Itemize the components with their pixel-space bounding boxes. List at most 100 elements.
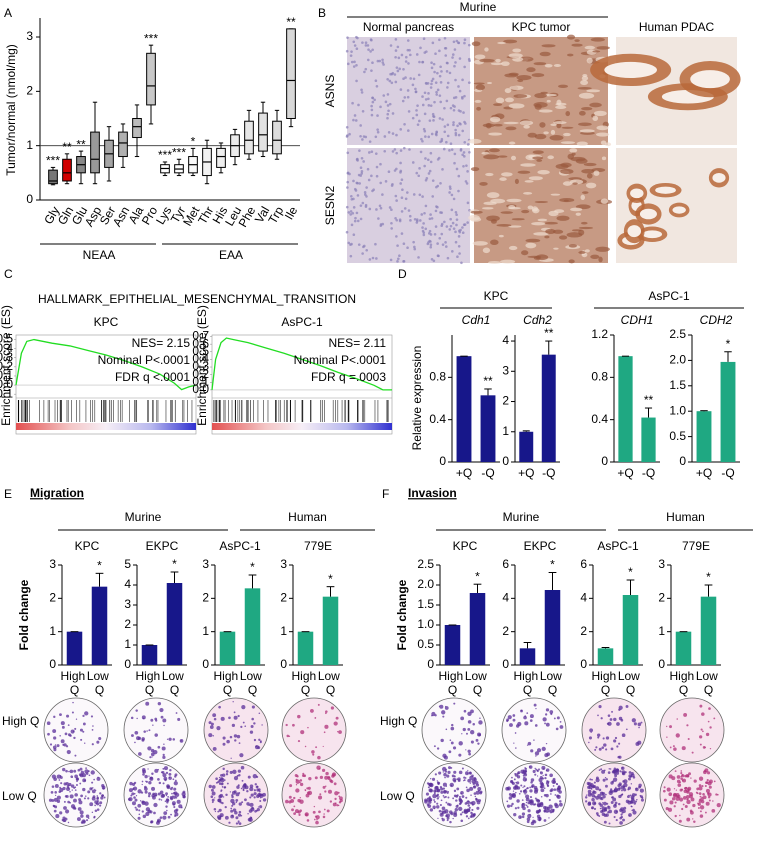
cell	[622, 785, 626, 789]
nucleus	[356, 36, 359, 40]
cell	[465, 796, 468, 799]
cell	[56, 795, 61, 800]
cell	[244, 725, 247, 727]
cell	[682, 778, 687, 783]
stroma	[560, 168, 574, 175]
cell	[172, 795, 177, 799]
cell	[674, 801, 677, 804]
cell	[56, 774, 61, 779]
stroma	[488, 148, 500, 153]
cell	[424, 799, 428, 804]
cell	[141, 783, 143, 786]
cell	[152, 724, 154, 726]
cell	[103, 796, 106, 799]
cell	[231, 790, 236, 795]
cell	[546, 752, 551, 757]
nucleus	[381, 58, 384, 62]
cell	[526, 787, 529, 790]
nucleus	[386, 104, 390, 107]
significance: *	[628, 565, 633, 579]
cell	[67, 724, 70, 726]
es-curve	[211, 337, 392, 391]
cell	[429, 788, 433, 793]
cell	[242, 788, 245, 791]
cell	[235, 799, 239, 802]
cell	[75, 718, 78, 720]
cell	[699, 814, 704, 818]
cell	[295, 788, 300, 793]
cell	[322, 815, 326, 819]
stroma	[490, 62, 503, 66]
cell	[603, 813, 607, 818]
cell	[550, 793, 552, 795]
cell	[220, 778, 225, 783]
cell	[530, 749, 534, 753]
nucleus	[415, 109, 418, 112]
nucleus	[461, 97, 464, 100]
cell	[219, 793, 224, 798]
nucleus	[407, 209, 411, 212]
stroma	[495, 97, 505, 104]
cell	[631, 809, 633, 812]
nucleus	[409, 77, 412, 80]
cell	[441, 806, 446, 811]
cell	[605, 778, 608, 781]
cell	[545, 722, 550, 727]
stroma	[590, 254, 600, 260]
significance: *	[328, 572, 333, 586]
nucleus	[345, 230, 349, 234]
x-tick-label: High Q	[669, 669, 697, 697]
stroma	[572, 182, 578, 185]
nucleus	[351, 211, 355, 215]
nucleus	[423, 129, 427, 133]
nucleus	[462, 151, 466, 154]
cell	[325, 785, 327, 788]
nucleus	[371, 256, 375, 260]
nucleus	[449, 224, 453, 228]
y-tick-label: 0.6	[192, 336, 209, 350]
x-tick-label: High Q	[60, 669, 88, 697]
nucleus	[365, 248, 369, 252]
cell	[524, 715, 526, 717]
cell	[631, 718, 636, 723]
y-tick-label: 2.5	[417, 557, 434, 571]
nucleus	[434, 209, 438, 213]
cell	[443, 755, 448, 760]
cell	[526, 712, 529, 715]
cell	[241, 779, 244, 782]
cell	[549, 789, 553, 793]
cell	[605, 793, 607, 796]
nucleus	[465, 164, 468, 167]
cell	[211, 801, 214, 804]
cell	[437, 817, 439, 820]
significance: *	[550, 558, 555, 572]
cell	[622, 809, 626, 814]
cell	[452, 797, 455, 800]
nucleus	[398, 254, 401, 258]
stroma	[535, 254, 549, 261]
well	[421, 697, 487, 763]
gene-label: Cdh1	[462, 313, 491, 327]
cell	[630, 783, 633, 785]
stroma	[600, 198, 609, 204]
cell	[527, 809, 531, 813]
nucleus	[454, 230, 457, 234]
stroma	[584, 45, 596, 50]
well	[281, 697, 347, 763]
nucleus	[457, 85, 460, 88]
cell	[144, 774, 148, 779]
stroma	[538, 109, 553, 113]
nucleus	[463, 141, 467, 144]
stroma	[496, 224, 512, 227]
nucleus	[436, 88, 440, 92]
stroma	[571, 43, 583, 47]
cell	[54, 744, 57, 746]
cell	[211, 722, 214, 726]
cell	[70, 729, 75, 734]
nucleus	[373, 98, 376, 102]
cell	[453, 775, 456, 778]
nucleus	[350, 223, 354, 227]
cell	[212, 734, 214, 737]
cell	[427, 786, 430, 789]
cell	[235, 822, 239, 825]
